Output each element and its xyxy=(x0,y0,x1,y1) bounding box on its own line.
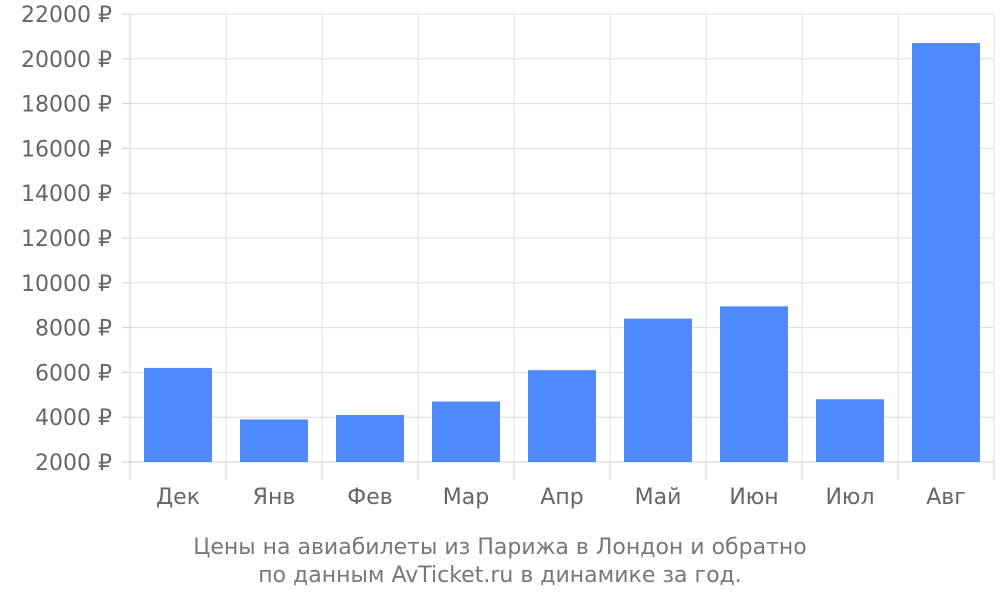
y-tick-label: 2000 ₽ xyxy=(35,451,112,476)
chart-caption-line-2: по данным AvTicket.ru в динамике за год. xyxy=(258,563,742,588)
y-tick-label: 14000 ₽ xyxy=(21,182,112,207)
x-tick-label: Июл xyxy=(825,485,874,510)
x-tick-label: Авг xyxy=(926,485,966,510)
bar-chart-plot: 2000 ₽ 4000 ₽ 6000 ₽ 8000 ₽ 10000 ₽ 12000 ₽ 14… xyxy=(21,3,995,510)
x-tick-label: Янв xyxy=(253,485,296,510)
y-tick-label: 6000 ₽ xyxy=(35,361,112,386)
x-tick-label: Дек xyxy=(156,485,200,510)
bar-9 xyxy=(912,43,980,463)
bar-6 xyxy=(624,318,692,462)
x-tick-label: Мар xyxy=(443,485,489,510)
y-tick-label: 8000 ₽ xyxy=(35,317,112,342)
bar-2 xyxy=(240,419,308,462)
y-tick-label: 4000 ₽ xyxy=(35,406,112,431)
bar-7 xyxy=(720,306,788,462)
bar-3 xyxy=(336,414,404,462)
x-tick-label: Апр xyxy=(540,485,583,510)
x-tick-label: Май xyxy=(635,485,682,510)
y-tick-label: 10000 ₽ xyxy=(21,272,112,297)
bar-5 xyxy=(528,370,596,462)
bar-4 xyxy=(432,401,500,462)
x-tick-label: Июн xyxy=(729,485,778,510)
bar-8 xyxy=(816,399,884,462)
bar-1 xyxy=(144,367,212,462)
y-tick-label: 18000 ₽ xyxy=(21,93,112,118)
y-tick-label: 16000 ₽ xyxy=(21,137,112,162)
y-tick-label: 20000 ₽ xyxy=(21,48,112,73)
chart-caption-line-1: Цены на авиабилеты из Парижа в Лондон и … xyxy=(193,535,807,560)
y-tick-label: 12000 ₽ xyxy=(21,227,112,252)
y-tick-label: 22000 ₽ xyxy=(21,3,112,28)
x-tick-label: Фев xyxy=(347,485,392,510)
